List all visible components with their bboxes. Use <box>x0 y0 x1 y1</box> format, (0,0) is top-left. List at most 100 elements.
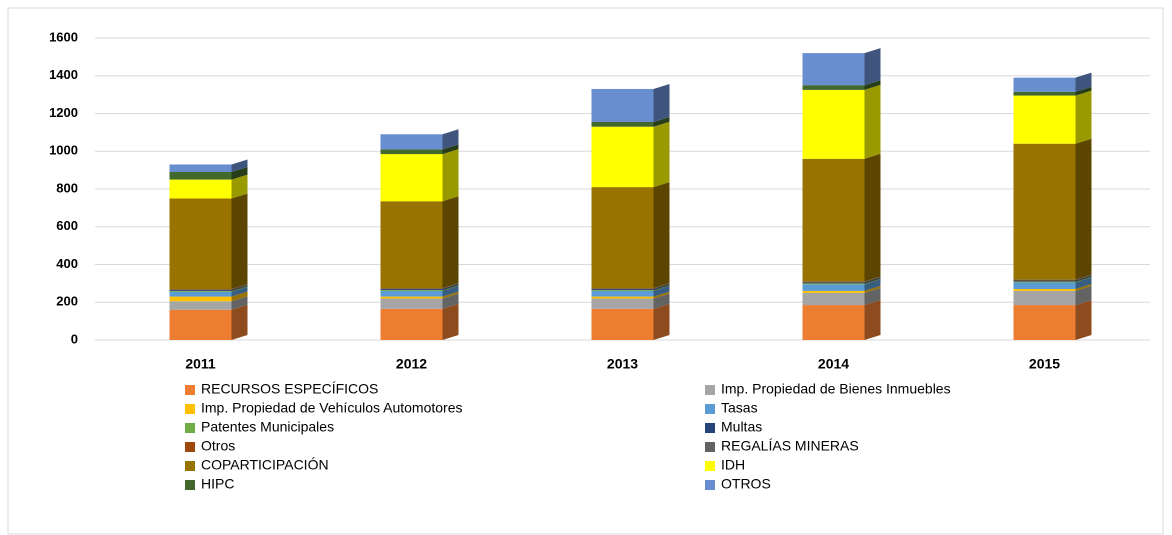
bar-segment <box>169 284 248 290</box>
legend-swatch <box>185 480 195 490</box>
bar-side <box>1075 90 1092 144</box>
bar-side <box>442 291 459 299</box>
bar-front <box>1013 279 1076 281</box>
bar-side <box>653 121 670 188</box>
bar-front <box>169 289 232 291</box>
bar-segment <box>591 283 670 290</box>
legend-swatch <box>185 461 195 471</box>
bar-side <box>864 300 881 340</box>
bar-side <box>864 276 881 283</box>
bar-side <box>653 285 670 297</box>
bar-front <box>169 290 232 292</box>
bar-front <box>380 298 443 309</box>
bar-side <box>442 285 459 297</box>
bar-front <box>169 289 232 290</box>
bar-segment <box>591 116 670 127</box>
bar-front <box>1013 290 1076 306</box>
bar-segment <box>591 293 670 309</box>
bar-segment <box>1013 274 1092 281</box>
bar-segment <box>802 300 881 340</box>
bar-segment <box>169 285 248 292</box>
bar-segment <box>380 284 459 290</box>
x-tick-label: 2013 <box>607 356 638 372</box>
bar-front <box>169 291 232 297</box>
bar-front <box>591 126 654 188</box>
bar-side <box>864 287 881 306</box>
bar-side <box>653 283 670 289</box>
x-tick-label: 2012 <box>396 356 427 372</box>
bar-segment <box>591 285 670 297</box>
bar-segment <box>802 277 881 284</box>
bar-segment <box>1013 300 1092 340</box>
legend-label: HIPC <box>201 476 234 492</box>
bar-segment <box>380 291 459 299</box>
bar-side <box>653 182 670 289</box>
bar-side <box>864 48 881 86</box>
bar-segment <box>169 284 248 291</box>
bar-side <box>653 303 670 340</box>
bar-side <box>653 283 670 290</box>
bar-segment <box>802 80 881 90</box>
bar-front <box>591 290 654 297</box>
x-tick-label: 2011 <box>185 356 216 372</box>
legend-label: Imp. Propiedad de Vehículos Automotores <box>201 400 463 416</box>
bar-segment <box>591 283 670 289</box>
bar-segment <box>1013 72 1092 92</box>
bar-side <box>1075 275 1092 282</box>
bar-segment <box>380 129 459 150</box>
y-tick-label: 600 <box>56 218 78 233</box>
bar-front <box>591 288 654 290</box>
bar-segment <box>591 284 670 290</box>
bar-front <box>169 172 232 180</box>
bar-side <box>653 83 670 122</box>
bar-front <box>802 284 865 291</box>
bar-front <box>802 281 865 283</box>
bar-segment <box>169 296 248 310</box>
bar-side <box>864 285 881 293</box>
bar-side <box>231 159 248 173</box>
bar-segment <box>169 193 248 290</box>
bar-side <box>231 304 248 340</box>
legend-swatch <box>705 461 715 471</box>
bar-segment <box>802 48 881 86</box>
bar-side <box>1075 277 1092 290</box>
bar-front <box>591 289 654 291</box>
bar-front <box>1013 281 1076 283</box>
bar-front <box>380 288 443 290</box>
bar-segment <box>169 304 248 340</box>
bar-side <box>231 291 248 302</box>
y-tick-label: 1000 <box>49 143 78 158</box>
legend-label: Tasas <box>721 400 758 416</box>
bar-front <box>380 134 443 150</box>
bar-segment <box>591 291 670 299</box>
bar-front <box>380 290 443 297</box>
legend-swatch <box>185 442 195 452</box>
bar-front <box>1013 305 1076 340</box>
bar-side <box>864 279 881 291</box>
bar-segment <box>1013 284 1092 291</box>
bar-front <box>591 308 654 340</box>
bar-segment <box>802 84 881 159</box>
bar-side <box>442 144 459 155</box>
legend-swatch <box>185 385 195 395</box>
bar-front <box>169 309 232 340</box>
legend-label: REGALÍAS MINERAS <box>721 438 859 454</box>
legend-swatch <box>705 385 715 395</box>
bar-front <box>802 283 865 285</box>
bar-front <box>1013 77 1076 92</box>
bar-side <box>864 277 881 284</box>
bar-segment <box>169 174 248 199</box>
y-tick-label: 0 <box>71 331 78 346</box>
bar-front <box>169 164 232 173</box>
bar-segment <box>380 303 459 340</box>
bar-front <box>1013 289 1076 291</box>
bar-side <box>864 84 881 159</box>
bar-side <box>442 303 459 340</box>
bar-segment <box>591 284 670 291</box>
bar-front <box>169 301 232 310</box>
bar-front <box>1013 95 1076 144</box>
bar-side <box>231 296 248 310</box>
bar-side <box>864 80 881 90</box>
bar-side <box>1075 138 1092 280</box>
